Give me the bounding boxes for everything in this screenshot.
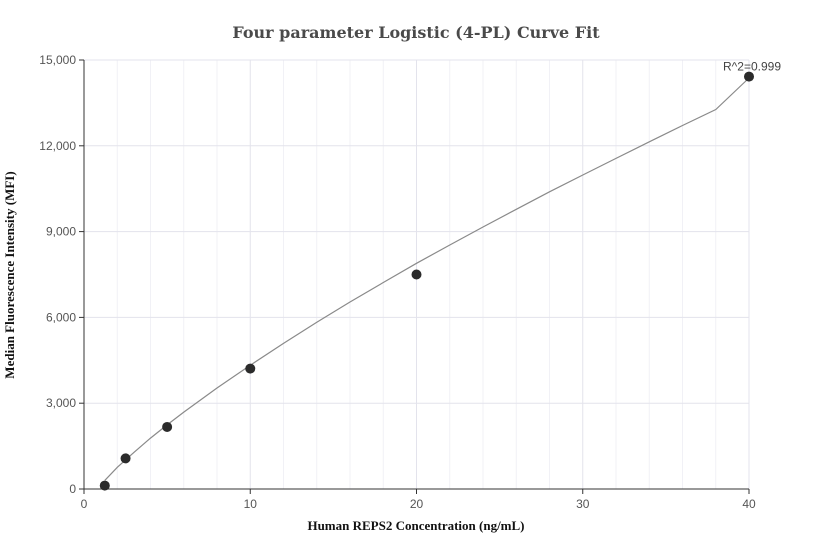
x-tick-label: 10 [244, 497, 258, 511]
series [99, 71, 754, 491]
data-point [245, 363, 256, 374]
fit-curve [104, 77, 750, 481]
data-point [99, 480, 110, 491]
chart-title: Four parameter Logistic (4-PL) Curve Fit [232, 23, 600, 42]
y-tick-label: 12,000 [39, 139, 76, 153]
y-tick-label: 9,000 [46, 225, 76, 239]
y-tick-label: 15,000 [39, 53, 76, 67]
annotations: R^2=0.999 [723, 60, 781, 74]
x-tick-label: 30 [576, 497, 590, 511]
data-point [162, 421, 173, 432]
axes [79, 59, 750, 494]
r-squared-label: R^2=0.999 [723, 60, 781, 74]
y-tick-label: 6,000 [46, 310, 76, 324]
data-point [411, 269, 422, 280]
x-tick-label: 0 [81, 497, 88, 511]
y-tick-label: 3,000 [46, 396, 76, 410]
data-point [120, 453, 131, 464]
x-tick-label: 40 [742, 497, 756, 511]
x-axis-title: Human REPS2 Concentration (ng/mL) [307, 518, 524, 533]
y-tick-label: 0 [69, 482, 76, 496]
tick-labels: 0 10 20 30 40 0 3,000 6,000 9,000 12,000 15,000 [39, 53, 756, 511]
x-tick-label: 20 [410, 497, 424, 511]
y-axis-title: Median Fluorescence Intensity (MFI) [2, 171, 17, 378]
data-point [744, 71, 754, 82]
